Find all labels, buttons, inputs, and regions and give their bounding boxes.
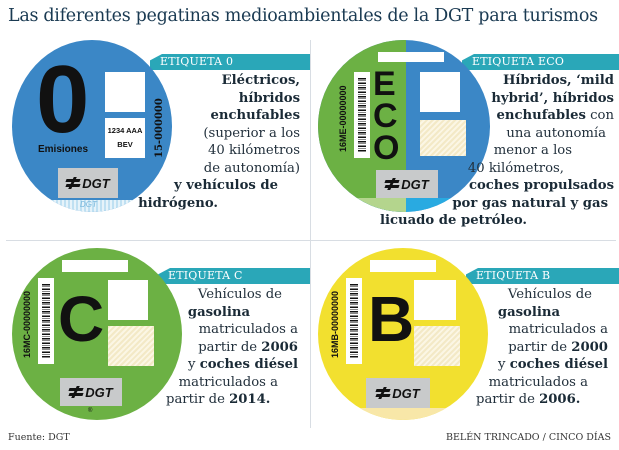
sticker-barcode: [346, 278, 362, 364]
description-etiqueta-b: Vehículos de gasolina matriculados a par…: [476, 287, 608, 407]
sticker-plate-number: 1234 AAA: [107, 126, 143, 135]
sticker-serial: 16ME-00000000: [338, 85, 348, 152]
sticker-letter-o: O: [373, 129, 400, 167]
vertical-divider: [310, 40, 311, 428]
dgt-logo-box: DGT: [60, 378, 122, 406]
sticker-eco: 16ME-00000000 E C O DGT: [318, 40, 490, 212]
footer-credit: BELÉN TRINCADO / CINCO DÍAS: [446, 432, 611, 443]
dgt-mark-icon: [66, 177, 80, 189]
dgt-logo-box: DGT: [58, 168, 118, 198]
sticker-serial: 16MC-00000000: [22, 290, 32, 358]
sticker-top-box: [378, 52, 444, 62]
sticker-hologram: [108, 326, 154, 366]
sticker-bottom-strip: [12, 200, 172, 212]
sticker-big-zero: 0: [36, 46, 90, 153]
sticker-blank-box: [105, 72, 145, 112]
description-etiqueta-c: Vehículos de gasolina matriculados a par…: [166, 287, 298, 407]
description-etiqueta-0: Eléctricos, híbridos enchufables (superi…: [138, 73, 300, 211]
page-title: Las diferentes pegatinas medioambientale…: [8, 6, 598, 26]
sticker-big-c: C: [58, 283, 105, 355]
dgt-logo: DGT: [385, 177, 429, 192]
sticker-top-box: [62, 260, 128, 272]
sticker-plate-box: 1234 AAA BEV: [105, 118, 145, 158]
tag-bar-etiqueta-0: ETIQUETA 0: [150, 54, 310, 70]
dgt-logo-box: DGT: [376, 170, 438, 198]
sticker-barcode: [38, 278, 54, 364]
dgt-logo: DGT: [66, 176, 110, 191]
sticker-top-box: [370, 260, 436, 272]
sticker-bottom-strip: [318, 408, 488, 420]
sticker-hologram: [420, 120, 466, 156]
sticker-c: 16MC-00000000 C DGT ®: [12, 248, 182, 420]
tag-bar-etiqueta-b: ETIQUETA B: [466, 268, 619, 284]
dgt-logo-box: DGT: [366, 378, 430, 408]
dgt-mark-icon: [69, 386, 83, 398]
description-etiqueta-eco: Híbridos, ‘mild hybrid’, híbridos enchuf…: [380, 73, 614, 228]
sticker-hologram: [414, 326, 460, 366]
registered-mark: ®: [88, 408, 93, 414]
sticker-serial: 16MB-00000000: [330, 290, 340, 358]
tag-bar-etiqueta-c: ETIQUETA C: [158, 268, 310, 284]
sticker-emisiones-text: Emisiones: [38, 144, 89, 155]
sticker-letter-c: C: [373, 97, 398, 135]
sticker-0-emisiones: 0 Emisiones 1234 AAA BEV 15-000000 DGT D…: [12, 40, 172, 212]
dgt-logo: DGT: [69, 385, 113, 400]
sticker-strip-dgt-text: DGT: [80, 200, 97, 209]
dgt-logo: DGT: [376, 386, 420, 401]
sticker-b: 16MB-00000000 B DGT: [318, 248, 488, 420]
tag-bar-etiqueta-eco: ETIQUETA ECO: [462, 54, 619, 70]
sticker-letter-e: E: [373, 65, 396, 103]
sticker-blank-box: [420, 72, 460, 112]
dgt-mark-icon: [376, 387, 390, 399]
sticker-blank-box: [414, 280, 456, 320]
sticker-big-b: B: [368, 283, 415, 355]
sticker-vehicle-type: BEV: [117, 140, 133, 149]
sticker-barcode: [354, 72, 370, 158]
sticker-blank-box: [108, 280, 148, 320]
sticker-bottom-strip-green: [318, 198, 406, 212]
footer-source: Fuente: DGT: [8, 432, 70, 443]
horizontal-divider: [6, 240, 616, 241]
